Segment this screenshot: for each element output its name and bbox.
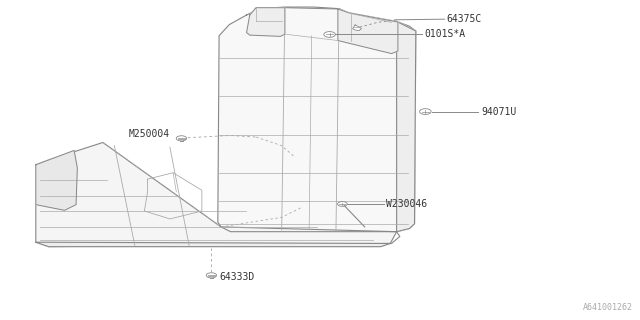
Polygon shape [36,142,397,247]
Polygon shape [246,8,285,36]
Text: 94071U: 94071U [481,107,516,116]
Circle shape [337,202,347,206]
Text: W230046: W230046 [386,199,427,209]
Polygon shape [36,150,77,210]
Polygon shape [397,21,416,232]
Text: 0101S*A: 0101S*A [424,29,465,39]
Circle shape [206,273,216,278]
Circle shape [176,136,187,141]
Text: 64375C: 64375C [447,14,482,24]
Text: 64333D: 64333D [220,272,255,282]
Text: A641001262: A641001262 [583,303,633,312]
Polygon shape [338,9,398,53]
Circle shape [324,32,335,37]
Polygon shape [218,7,416,232]
Text: M250004: M250004 [129,129,170,139]
Polygon shape [353,25,362,31]
Circle shape [420,109,431,115]
Polygon shape [36,242,390,247]
